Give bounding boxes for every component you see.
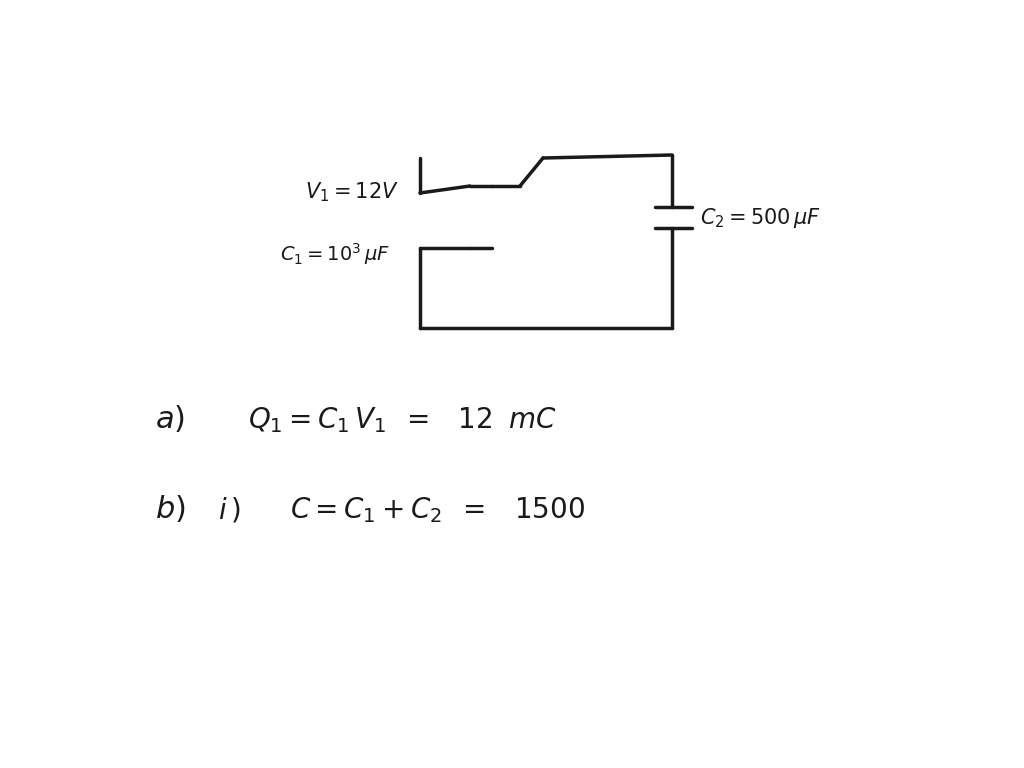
Text: $C_1 = 10^3\,\mu F$: $C_1 = 10^3\,\mu F$ <box>280 241 390 267</box>
Text: $V_1 = 12V$: $V_1 = 12V$ <box>305 180 399 204</box>
Text: $C = C_1 + C_2\;\;=\;\;\;1500$: $C = C_1 + C_2\;\;=\;\;\;1500$ <box>290 495 585 525</box>
Text: $a)$: $a)$ <box>155 405 185 435</box>
Text: $b)$: $b)$ <box>155 495 185 525</box>
Text: $Q_1= C_1\,V_1\;\;=\;\;\;12\;\;mC$: $Q_1= C_1\,V_1\;\;=\;\;\;12\;\;mC$ <box>248 405 556 435</box>
Text: $C_2 = 500\,\mu F$: $C_2 = 500\,\mu F$ <box>700 206 821 230</box>
Text: $i\,)$: $i\,)$ <box>218 495 241 525</box>
